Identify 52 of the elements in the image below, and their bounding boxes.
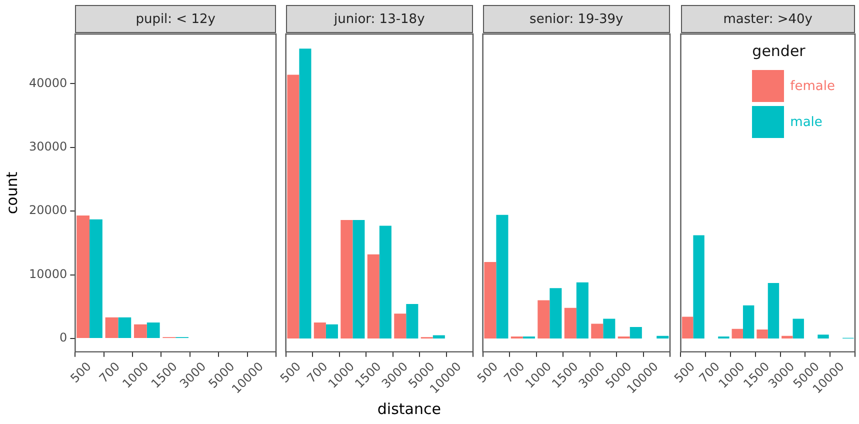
bar xyxy=(550,288,562,338)
bar xyxy=(564,308,576,338)
bar xyxy=(603,318,616,338)
bar xyxy=(630,326,642,338)
bar xyxy=(134,324,147,338)
y-tick-label: 40000 xyxy=(28,76,68,90)
x-axis-title: distance xyxy=(377,400,441,418)
bar xyxy=(367,254,380,338)
bar xyxy=(496,214,508,338)
bar xyxy=(591,324,604,338)
bar xyxy=(340,220,353,338)
bar xyxy=(314,322,326,338)
y-axis-title: count xyxy=(2,172,21,214)
bar xyxy=(406,304,418,338)
y-tick-label: 20000 xyxy=(28,203,68,218)
bar xyxy=(693,235,704,338)
bar xyxy=(299,48,312,338)
bar xyxy=(287,74,300,338)
bar xyxy=(105,317,118,338)
chart-title: senior: 19-39y xyxy=(482,5,670,33)
chart-title: pupil: < 12y xyxy=(75,5,276,33)
bar xyxy=(352,220,365,338)
bar xyxy=(76,216,90,338)
bar xyxy=(118,317,132,338)
y-tick-label: 0 xyxy=(60,330,68,345)
bar xyxy=(484,262,496,338)
bar xyxy=(538,300,550,338)
bar xyxy=(90,219,102,338)
bar xyxy=(732,328,743,338)
chart-title: junior: 13-18y xyxy=(286,5,473,33)
bar xyxy=(782,336,793,338)
text: female xyxy=(790,78,835,94)
x-tick-label: 500 xyxy=(68,359,94,386)
bar xyxy=(768,283,780,338)
chart-title: master: >40y xyxy=(680,5,855,33)
bar xyxy=(576,282,588,338)
y-tick-label: 30000 xyxy=(28,139,68,154)
y-tick-label: 10000 xyxy=(28,266,68,281)
bar xyxy=(394,314,406,338)
bar xyxy=(656,336,669,338)
bar xyxy=(818,334,829,338)
bar xyxy=(326,324,338,338)
legend-title: gender xyxy=(752,42,806,60)
text: male xyxy=(790,114,822,130)
bar xyxy=(682,316,694,338)
bar xyxy=(432,335,445,338)
bar xyxy=(792,318,804,338)
bar xyxy=(379,226,392,338)
bar xyxy=(742,305,754,338)
bar xyxy=(146,322,160,338)
x-tick-label: 700 xyxy=(96,359,123,386)
bar xyxy=(756,330,768,338)
